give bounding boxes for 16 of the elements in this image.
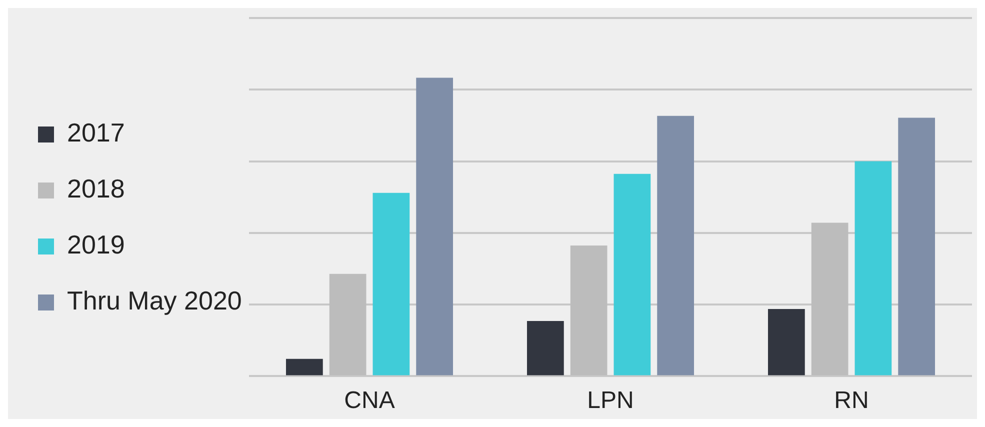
legend-label: 2019 [67,230,125,260]
bar [526,320,564,376]
x-tick-label: RN [834,387,869,414]
bar [372,192,410,376]
bar [416,78,454,376]
bar [854,161,892,376]
bar [657,116,694,376]
legend-label: 2018 [67,174,125,204]
bar [898,118,936,376]
bar [768,309,805,376]
x-tick-label: LPN [587,387,634,414]
legend-label: Thru May 2020 [67,286,242,316]
bar [614,174,651,376]
bar [286,358,323,376]
legend-label: 2017 [67,118,125,148]
x-tick-label: CNA [344,387,395,414]
